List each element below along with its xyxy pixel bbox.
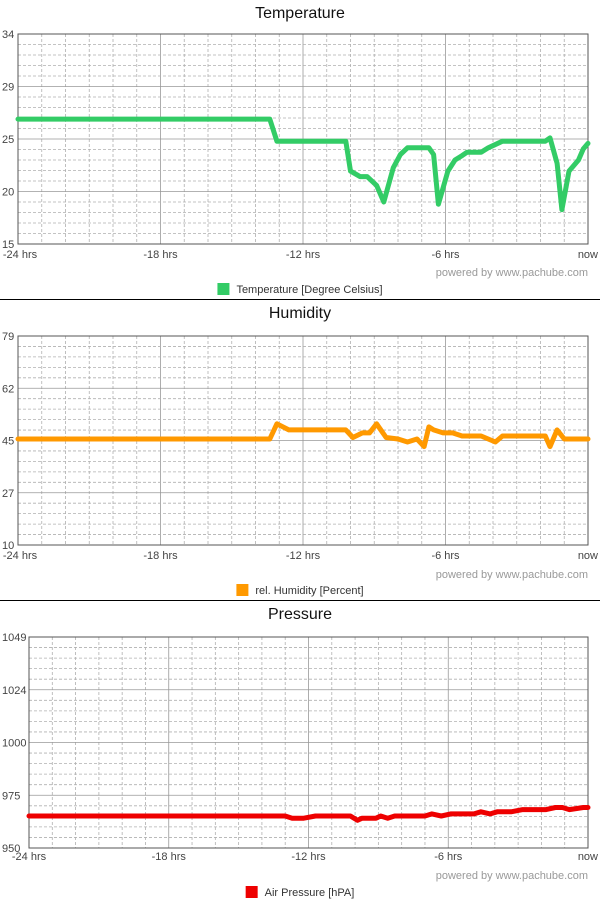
legend: Temperature [Degree Celsius] xyxy=(217,283,383,296)
series-line xyxy=(15,116,591,213)
pressure-chart-panel: Pressure 950 975 1000 1024 1049 -24 hrs -18 hrs… xyxy=(0,601,600,902)
humidity-chart-panel: Humidity 10 27 45 62 79 -24 hrs -18 hrs -12 hrs -… xyxy=(0,300,600,601)
y-tick-label: 25 xyxy=(2,134,14,146)
legend-swatch xyxy=(217,283,230,295)
legend-swatch xyxy=(236,584,249,596)
y-tick-label: 1000 xyxy=(2,738,26,750)
pressure-chart: Pressure 950 975 1000 1024 1049 -24 hrs -18 hrs… xyxy=(2,606,598,899)
humidity-chart: Humidity 10 27 45 62 79 -24 hrs -18 hrs -12 hrs -… xyxy=(2,305,598,597)
chart-title: Temperature xyxy=(255,5,345,22)
legend: Air Pressure [hPA] xyxy=(245,886,355,899)
legend-label: Temperature [Degree Celsius] xyxy=(236,284,382,296)
y-tick-label: 10 xyxy=(2,540,14,552)
panel-divider xyxy=(0,600,600,601)
x-tick-label: -6 hrs xyxy=(431,249,460,261)
chart-group: Humidity 10 27 45 62 79 -24 hrs -18 hrs -12 hrs -… xyxy=(2,305,598,597)
y-tick-label: 62 xyxy=(2,383,14,395)
legend-label: rel. Humidity [Percent] xyxy=(255,585,363,597)
x-tick-label: now xyxy=(578,851,598,863)
series-line xyxy=(15,421,591,450)
y-tick-label: 45 xyxy=(2,436,14,448)
chart-title: Humidity xyxy=(269,305,331,322)
chart-group: Temperature 15 20 25 29 34 -24 hrs -18 hrs -12 h… xyxy=(2,5,598,296)
x-tick-label: -18 hrs xyxy=(143,249,178,261)
x-tick-label: now xyxy=(578,249,598,261)
y-tick-label: 975 xyxy=(2,790,20,802)
y-tick-label: 34 xyxy=(2,29,14,41)
y-tick-label: 1024 xyxy=(2,685,26,697)
y-tick-label: 20 xyxy=(2,187,14,199)
x-tick-label: -6 hrs xyxy=(431,550,460,562)
plot-area xyxy=(28,636,589,849)
x-tick-label: now xyxy=(578,550,598,562)
credit-text: powered by www.pachube.com xyxy=(436,870,588,882)
x-tick-label: -12 hrs xyxy=(286,550,321,562)
x-tick-label: -18 hrs xyxy=(152,851,187,863)
x-tick-label: -24 hrs xyxy=(3,550,38,562)
x-tick-label: -12 hrs xyxy=(291,851,326,863)
temperature-chart: Temperature 15 20 25 29 34 -24 hrs -18 hrs -12 h… xyxy=(2,5,598,296)
grid xyxy=(29,637,588,848)
y-tick-label: 27 xyxy=(2,488,14,500)
y-tick-label: 79 xyxy=(2,331,14,343)
x-tick-label: -24 hrs xyxy=(12,851,47,863)
temperature-chart-panel: Temperature 15 20 25 29 34 -24 hrs -18 hrs -12 h… xyxy=(0,0,600,300)
credit-text: powered by www.pachube.com xyxy=(436,267,588,279)
y-tick-label: 1049 xyxy=(2,632,26,644)
plot-area xyxy=(17,33,589,245)
series-line xyxy=(26,805,591,823)
legend: rel. Humidity [Percent] xyxy=(236,584,364,597)
x-tick-label: -12 hrs xyxy=(286,249,321,261)
credit-text: powered by www.pachube.com xyxy=(436,569,588,581)
y-tick-label: 15 xyxy=(2,239,14,251)
x-tick-label: -6 hrs xyxy=(434,851,463,863)
legend-label: Air Pressure [hPA] xyxy=(265,887,355,899)
y-tick-label: 29 xyxy=(2,82,14,94)
y-tick-label: 950 xyxy=(2,843,20,855)
x-tick-label: -18 hrs xyxy=(143,550,178,562)
panel-divider xyxy=(0,299,600,300)
chart-title: Pressure xyxy=(268,606,332,623)
x-tick-label: -24 hrs xyxy=(3,249,38,261)
chart-group: Pressure 950 975 1000 1024 1049 -24 hrs -18 hrs… xyxy=(2,606,598,899)
legend-swatch xyxy=(245,886,258,898)
